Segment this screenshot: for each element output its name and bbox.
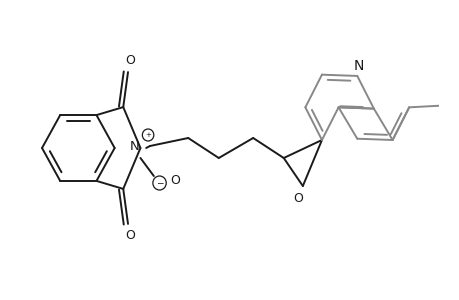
Text: O: O <box>292 193 302 206</box>
Text: F: F <box>456 98 459 111</box>
Text: O: O <box>125 54 134 67</box>
Text: N: N <box>353 59 364 73</box>
Text: −: − <box>156 178 163 188</box>
Text: +: + <box>145 132 151 138</box>
Text: O: O <box>169 175 179 188</box>
Text: F: F <box>456 112 459 125</box>
Text: N: N <box>129 140 139 152</box>
Text: F: F <box>456 84 459 98</box>
Text: O: O <box>125 230 134 242</box>
